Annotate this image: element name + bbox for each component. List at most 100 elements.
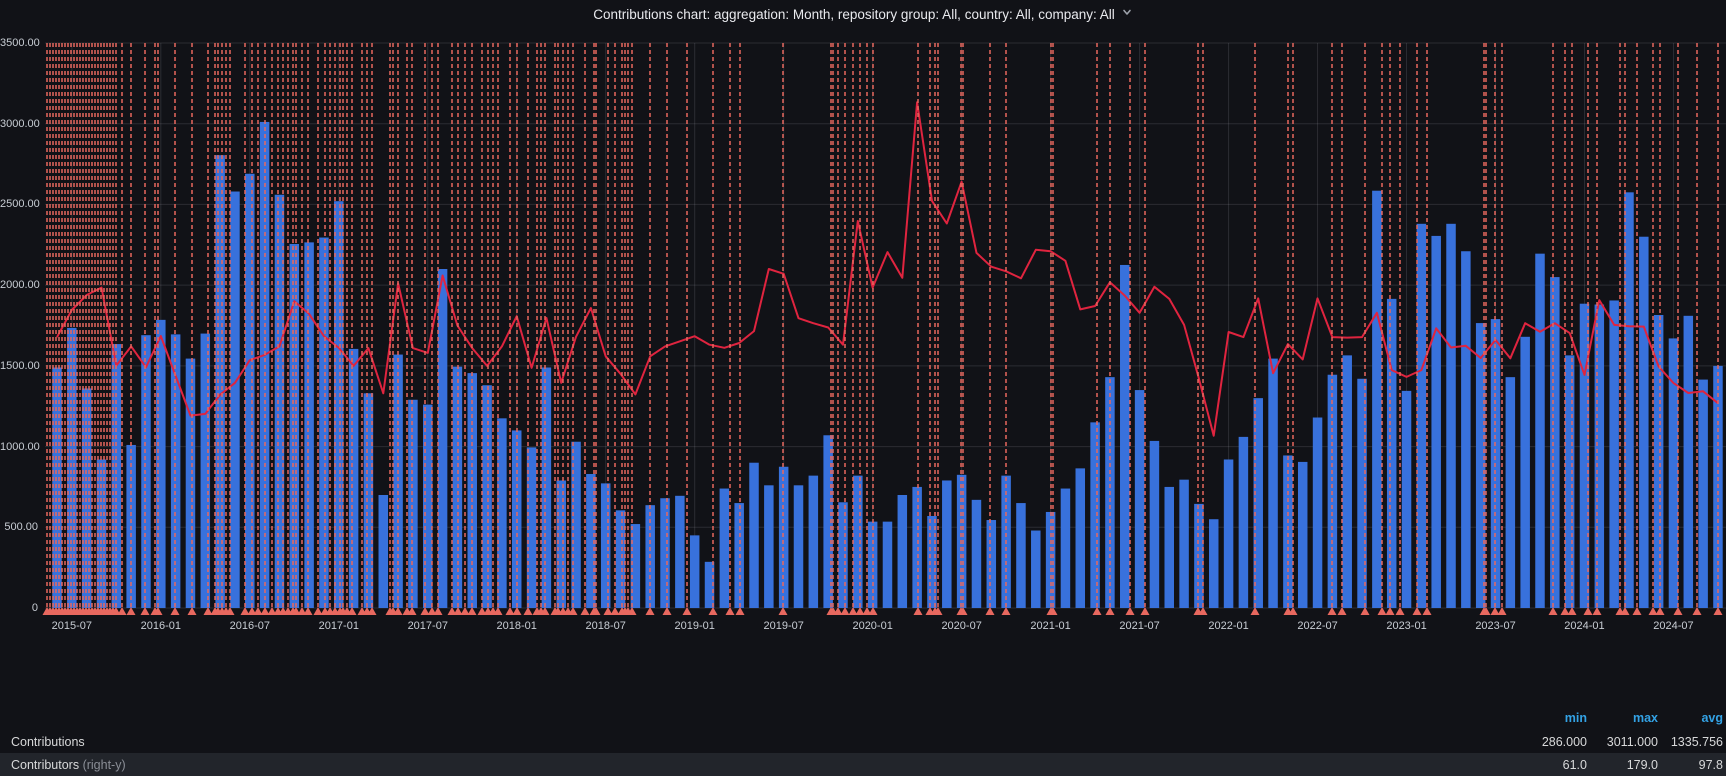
contributions-bar[interactable] xyxy=(215,155,225,608)
contributions-bar[interactable] xyxy=(1342,355,1352,608)
annotation-marker-icon[interactable] xyxy=(523,607,533,615)
contributions-bar[interactable] xyxy=(245,173,255,608)
annotation-marker-icon[interactable] xyxy=(591,607,601,615)
annotation-marker-icon[interactable] xyxy=(1497,607,1507,615)
annotation-marker-icon[interactable] xyxy=(1327,607,1337,615)
contributions-bar[interactable] xyxy=(1446,223,1456,609)
contributions-bar[interactable] xyxy=(1668,338,1679,608)
contributions-bar[interactable] xyxy=(185,358,196,608)
annotation-marker-icon[interactable] xyxy=(493,607,503,615)
legend-series-label[interactable]: Contributors (right-y) xyxy=(11,757,126,772)
contributions-bar[interactable] xyxy=(319,237,329,608)
contributions-bar[interactable] xyxy=(482,385,492,608)
contributions-bar[interactable] xyxy=(808,475,819,608)
contributions-bar[interactable] xyxy=(52,367,62,608)
contributions-bar[interactable] xyxy=(719,488,730,608)
legend-row-contributions[interactable]: Contributions 286.000 3011.000 1335.756 xyxy=(0,730,1726,753)
annotation-marker-icon[interactable] xyxy=(1567,607,1577,615)
contributions-bar[interactable] xyxy=(1550,277,1560,608)
annotation-marker-icon[interactable] xyxy=(1140,607,1150,615)
contributions-bar[interactable] xyxy=(1357,378,1367,608)
annotation-marker-icon[interactable] xyxy=(367,607,377,615)
annotation-marker-icon[interactable] xyxy=(1250,607,1260,615)
annotation-marker-icon[interactable] xyxy=(662,607,672,615)
annotation-marker-icon[interactable] xyxy=(868,607,878,615)
contributions-bar[interactable] xyxy=(393,354,403,608)
contributions-bar[interactable] xyxy=(1149,440,1160,608)
contributions-bar[interactable] xyxy=(1164,486,1175,608)
contributions-bar[interactable] xyxy=(467,373,477,608)
annotation-marker-icon[interactable] xyxy=(1490,607,1500,615)
contributions-bar[interactable] xyxy=(1090,422,1100,608)
annotation-marker-icon[interactable] xyxy=(580,607,590,615)
annotation-marker-icon[interactable] xyxy=(140,607,150,615)
contributions-bar[interactable] xyxy=(1416,223,1427,609)
contributions-bar[interactable] xyxy=(1594,304,1605,608)
annotation-marker-icon[interactable] xyxy=(568,607,578,615)
annotation-marker-icon[interactable] xyxy=(862,607,872,615)
contributions-bar[interactable] xyxy=(764,485,774,608)
contributions-bar[interactable] xyxy=(823,435,833,608)
annotation-marker-icon[interactable] xyxy=(1583,607,1593,615)
contributions-bar[interactable] xyxy=(348,348,359,608)
annotation-marker-icon[interactable] xyxy=(1092,607,1102,615)
annotation-marker-icon[interactable] xyxy=(203,607,213,615)
contributions-bar[interactable] xyxy=(1283,455,1293,608)
contributions-bar[interactable] xyxy=(423,404,433,608)
annotation-marker-icon[interactable] xyxy=(117,607,127,615)
contributions-bar[interactable] xyxy=(556,480,566,608)
annotation-marker-icon[interactable] xyxy=(477,607,487,615)
contributions-bar[interactable] xyxy=(1698,379,1708,608)
contributions-bar[interactable] xyxy=(942,480,952,608)
annotation-marker-icon[interactable] xyxy=(708,607,718,615)
contributions-bar[interactable] xyxy=(586,474,596,608)
contributions-bar[interactable] xyxy=(1194,503,1204,608)
contributions-bar[interactable] xyxy=(363,393,374,608)
annotation-marker-icon[interactable] xyxy=(260,607,270,615)
contributions-bar[interactable] xyxy=(1564,355,1575,608)
annotation-marker-icon[interactable] xyxy=(833,607,843,615)
contributions-bar[interactable] xyxy=(1238,436,1249,608)
contributions-bar[interactable] xyxy=(749,462,759,608)
annotation-marker-icon[interactable] xyxy=(1198,607,1208,615)
annotation-marker-icon[interactable] xyxy=(985,607,995,615)
annotation-marker-icon[interactable] xyxy=(505,607,515,615)
contributions-bar[interactable] xyxy=(778,466,789,608)
contributions-bar[interactable] xyxy=(1535,253,1545,608)
contributions-bar[interactable] xyxy=(704,561,715,608)
annotation-marker-icon[interactable] xyxy=(267,607,277,615)
contributions-bar[interactable] xyxy=(660,498,670,608)
annotation-marker-icon[interactable] xyxy=(840,607,850,615)
annotation-marker-icon[interactable] xyxy=(1548,607,1558,615)
annotation-marker-icon[interactable] xyxy=(1385,607,1395,615)
annotation-marker-icon[interactable] xyxy=(1673,607,1683,615)
contributions-bar[interactable] xyxy=(1401,390,1412,608)
annotation-marker-icon[interactable] xyxy=(610,607,620,615)
annotation-marker-icon[interactable] xyxy=(170,607,180,615)
contributions-bar[interactable] xyxy=(1208,519,1219,608)
contributions-bar[interactable] xyxy=(1624,192,1634,609)
annotation-marker-icon[interactable] xyxy=(303,607,313,615)
annotation-marker-icon[interactable] xyxy=(453,607,463,615)
annotation-marker-icon[interactable] xyxy=(1105,607,1115,615)
contributions-bar[interactable] xyxy=(67,327,77,608)
annotation-marker-icon[interactable] xyxy=(682,607,692,615)
annotation-marker-icon[interactable] xyxy=(1648,607,1658,615)
annotation-marker-icon[interactable] xyxy=(778,607,788,615)
annotation-marker-icon[interactable] xyxy=(1422,607,1432,615)
annotation-marker-icon[interactable] xyxy=(407,607,417,615)
annotation-marker-icon[interactable] xyxy=(1692,607,1702,615)
contributions-bar[interactable] xyxy=(1609,300,1619,608)
contributions-bar[interactable] xyxy=(571,441,581,608)
annotation-marker-icon[interactable] xyxy=(187,607,197,615)
annotation-marker-icon[interactable] xyxy=(1377,607,1387,615)
annotation-marker-icon[interactable] xyxy=(958,607,968,615)
contributions-bar[interactable] xyxy=(1297,461,1308,608)
annotation-marker-icon[interactable] xyxy=(1125,607,1135,615)
annotation-marker-icon[interactable] xyxy=(1412,607,1422,615)
annotation-marker-icon[interactable] xyxy=(111,607,121,615)
contributions-bar[interactable] xyxy=(793,485,804,608)
annotation-marker-icon[interactable] xyxy=(347,607,357,615)
contributions-bar[interactable] xyxy=(541,367,552,608)
contributions-bar[interactable] xyxy=(1372,190,1382,608)
